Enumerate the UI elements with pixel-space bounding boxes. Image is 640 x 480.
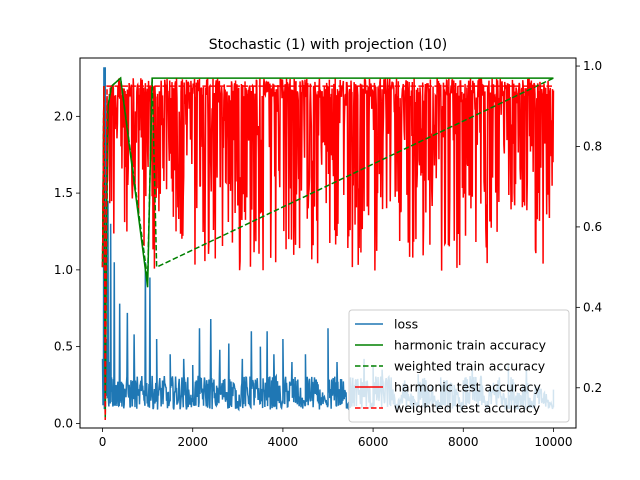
x-tick-label: 6000: [358, 435, 389, 449]
y-left-tick-label: 2.0: [54, 109, 73, 123]
y-left-axis: 0.0 0.5 1.0 1.5 2.0: [54, 109, 80, 430]
x-tick-label: 0: [99, 435, 107, 449]
x-tick-label: 10000: [534, 435, 572, 449]
y-right-tick-label: 0.2: [583, 381, 602, 395]
x-tick-label: 2000: [177, 435, 208, 449]
x-tick-label: 8000: [448, 435, 479, 449]
y-left-tick-label: 1.0: [54, 263, 73, 277]
y-right-axis: 0.2 0.4 0.6 0.8 1.0: [576, 59, 602, 395]
y-left-tick-label: 0.0: [54, 416, 73, 430]
series-harmonic-test-accuracy-line: [101, 78, 555, 416]
y-left-tick-label: 1.5: [54, 186, 73, 200]
legend: loss harmonic train accuracy weighted trai…: [348, 309, 570, 423]
y-left-tick-label: 0.5: [54, 340, 73, 354]
legend-label: loss: [394, 317, 418, 332]
y-right-tick-label: 0.4: [583, 300, 602, 314]
y-right-tick-label: 0.8: [583, 139, 602, 153]
y-right-tick-label: 1.0: [583, 59, 602, 73]
x-tick-label: 4000: [268, 435, 299, 449]
legend-label: harmonic test accuracy: [394, 380, 542, 395]
chart-title: Stochastic (1) with projection (10): [209, 37, 447, 53]
legend-label: weighted train accuracy: [394, 359, 546, 374]
series-weighted-test-accuracy-line: [101, 85, 554, 420]
legend-label: weighted test accuracy: [394, 401, 541, 416]
y-right-tick-label: 0.6: [583, 220, 602, 234]
x-axis: 0 2000 4000 6000 8000 10000: [99, 428, 573, 449]
series-layer: [101, 67, 555, 420]
legend-label: harmonic train accuracy: [394, 338, 547, 353]
legend-box: [348, 309, 570, 423]
plot-frame: [79, 57, 577, 429]
